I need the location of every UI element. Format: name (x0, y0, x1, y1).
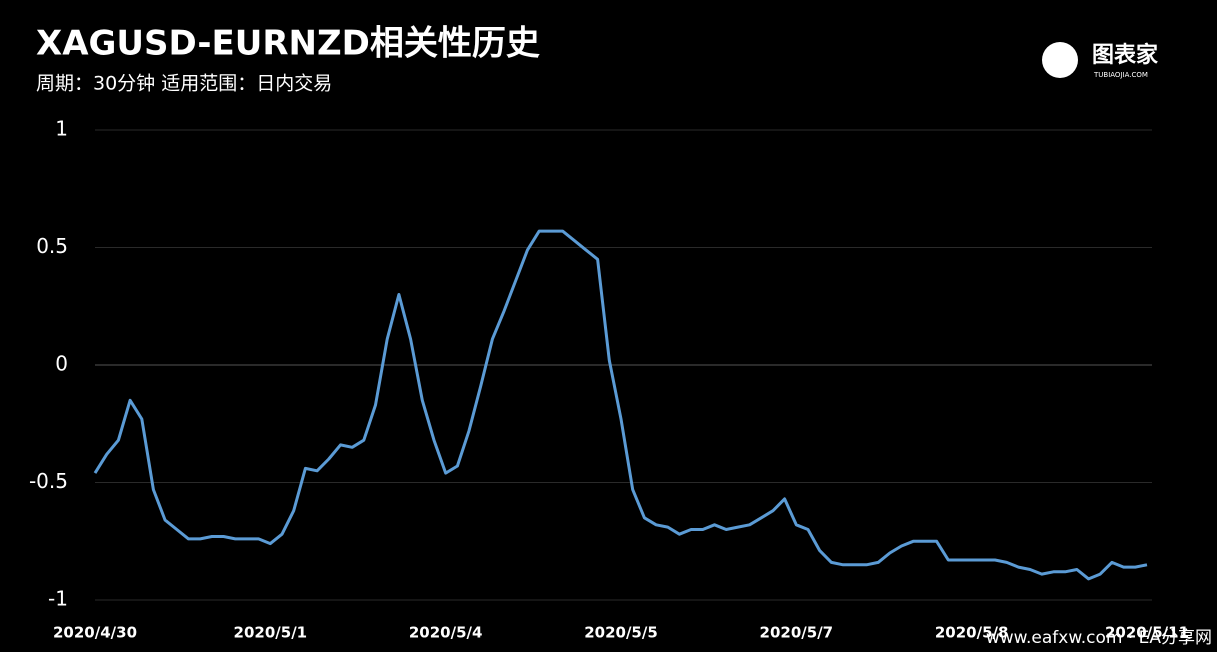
x-tick-label: 2020/4/30 (53, 624, 137, 642)
x-tick-label: 2020/5/1 (234, 624, 308, 642)
chart-subtitle: 周期：30分钟 适用范围：日内交易 (36, 73, 332, 95)
x-tick-label: 2020/5/11 (1105, 624, 1189, 642)
y-tick-label: -0.5 (29, 469, 68, 493)
logo-icon (1042, 42, 1078, 78)
chart-title: XAGUSD-EURNZD相关性历史 (36, 24, 540, 64)
y-tick-label: 1 (55, 117, 68, 141)
y-tick-label: 0.5 (36, 234, 68, 258)
logo-sub: TUBIAOJIA.COM (1093, 71, 1148, 79)
logo: 图表家 (1092, 42, 1159, 68)
x-tick-label: 2020/5/8 (935, 624, 1009, 642)
x-tick-label: 2020/5/7 (760, 624, 834, 642)
watermark: www.eafxw.com · EA分享网 (986, 628, 1212, 648)
y-tick-label: 0 (55, 352, 68, 376)
x-tick-label: 2020/5/4 (409, 624, 483, 642)
x-tick-label: 2020/5/5 (584, 624, 658, 642)
line (93, 229, 1148, 581)
y-tick-label: -1 (48, 587, 68, 611)
